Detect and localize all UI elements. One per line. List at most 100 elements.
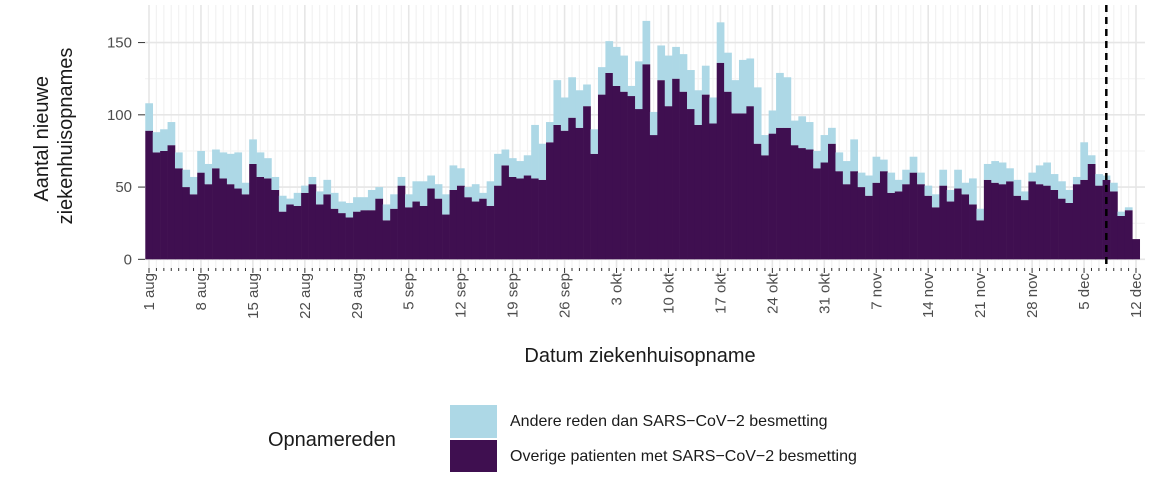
bar-segment [234,152,243,189]
bar-segment [701,65,710,95]
bar-segment [1006,168,1014,182]
bar-segment [790,120,799,146]
bar-segment [635,109,643,260]
bar-segment [330,192,339,209]
bar-segment [1050,174,1059,190]
bar-segment [657,45,666,81]
bar-segment [635,61,643,110]
axes: 0 50 100 150 1 aug 8 aug 15 aug 22 aug 29 aug 5 s… [107,35,1145,319]
bar-segment [367,189,376,211]
bar-segment [753,87,762,144]
bar-segment [434,198,443,260]
x-tick-label: 5 dec [1076,273,1093,310]
bar-segment [931,207,940,260]
bar-segment [523,175,532,260]
bar-segment [790,145,799,260]
y-axis-title: Aantal nieuwe ziekenhuisopnames [31,48,77,225]
bar-segment [887,192,896,260]
y-tick-label: 50 [115,179,132,196]
x-tick-label: 3 okt [609,272,626,305]
bar-segment [397,176,406,186]
bar-segment [1035,165,1044,185]
bar-segment [293,192,302,206]
bar-segment [241,182,250,195]
bar-segment [820,162,829,260]
bar-segment [649,135,658,260]
bar-segment [894,191,903,260]
bar-segment [286,204,295,260]
bars [145,5,1141,268]
bar-segment [323,179,332,195]
bar-segment [1058,198,1066,260]
bar-segment [271,189,280,260]
bar-segment [612,85,621,260]
bar-segment [879,159,888,172]
bar-segment [367,210,376,260]
bar-segment [531,124,539,179]
bar-segment [746,106,755,260]
bar-segment [1043,162,1051,186]
bar-segment [471,201,480,260]
bar-segment [1110,182,1118,192]
x-tick-label: 22 aug [297,273,314,319]
x-tick-label: 21 nov [972,273,989,319]
bar-segment [182,187,191,260]
x-tick-label: 8 aug [193,273,210,311]
bar-segment [954,188,962,260]
bar-segment [872,182,881,260]
bar-segment [330,208,339,260]
bar-segment [494,153,502,186]
bar-segment [249,163,257,260]
bar-segment [301,192,309,260]
bar-segment [264,178,272,260]
bar-segment [1013,179,1022,196]
bar-segment [590,129,599,154]
bar-segment [872,156,881,183]
bar-segment [679,91,688,260]
y-axis-title-line: Aantal nieuwe [31,76,53,202]
bar-segment [761,155,769,260]
bar-segment [145,103,154,131]
bar-segment [798,116,807,149]
bar-segment [531,178,539,260]
legend-swatch [450,440,497,473]
bar-segment [1110,191,1118,260]
bar-segment [375,198,384,260]
bar-segment [776,127,784,260]
bar-segment [991,161,1000,183]
bar-segment [315,191,324,205]
bar-segment [642,20,651,65]
bar-segment [1065,189,1074,203]
bar-segment [879,171,888,260]
bar-segment [902,169,910,185]
bar-segment [931,194,940,208]
x-tick-label: 12 sep [453,273,470,318]
bar-segment [620,55,628,92]
bar-segment [212,168,220,260]
bar-segment [315,204,324,260]
bar-segment [761,135,769,156]
bar-segment [1020,200,1029,260]
bar-segment [479,192,487,199]
bar-segment [241,194,250,260]
bar-segment [1102,179,1111,260]
bar-segment [649,111,658,136]
bar-segment [382,204,391,221]
bar-segment [301,185,309,193]
bar-segment [286,198,295,205]
bar-segment [865,175,873,196]
bar-segment [1072,184,1081,260]
bar-segment [597,94,606,260]
bar-segment [449,189,458,260]
bar-segment [264,158,272,179]
y-tick-label: 0 [124,251,132,268]
bar-segment [954,169,962,189]
bar-segment [1028,172,1037,182]
bar-segment [1095,174,1103,186]
bar-segment [234,188,243,260]
bar-segment [226,184,235,260]
bar-segment [338,201,346,214]
bar-segment [909,156,918,173]
bar-segment [917,184,925,260]
bar-segment [278,195,287,212]
